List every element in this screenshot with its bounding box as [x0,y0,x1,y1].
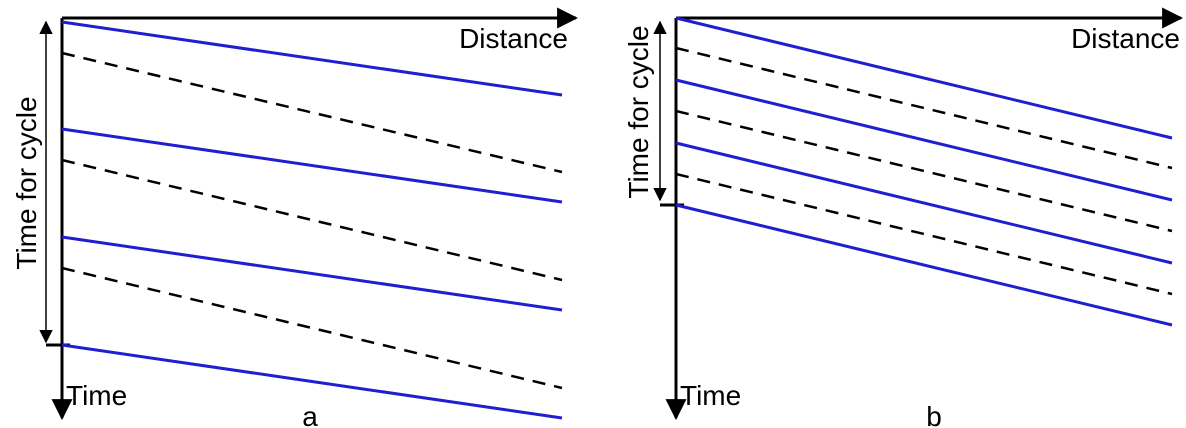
panel-b-y-axis-label: Time [680,380,741,411]
panel-a-dashed-line [61,51,563,174]
panel-b-solid-line [675,16,1173,140]
panel-a-y-axis-label: Time [66,380,127,411]
panel-a-dashed-line [61,158,563,282]
panel-a-solid-line [61,127,563,204]
panel-a-x-axis-label: Distance [459,23,568,54]
panel-b-solid-line [675,141,1173,265]
panel-b-x-axis-label: Distance [1071,23,1180,54]
panel-a-label: a [302,401,318,428]
panel-b-solid-line [675,203,1173,327]
panel-b-dashed-line [675,109,1173,233]
panel-a-cycle-label: Time for cycle [11,96,42,269]
panel-b-dashed-line [675,46,1173,170]
panel-b-label: b [926,401,942,428]
panel-b-solid-line [675,78,1173,202]
panel-b: Distance Time Time for cycle b [623,7,1184,428]
panel-a-solid-line [61,235,563,312]
panel-b-dashed-line [675,172,1173,296]
panel-b-cycle-label: Time for cycle [623,25,654,198]
panel-a: Distance Time Time for cycle a [11,7,579,428]
panel-a-solid-line [61,20,563,97]
panel-a-solid-line [61,343,563,420]
panel-a-dashed-line [61,266,563,390]
